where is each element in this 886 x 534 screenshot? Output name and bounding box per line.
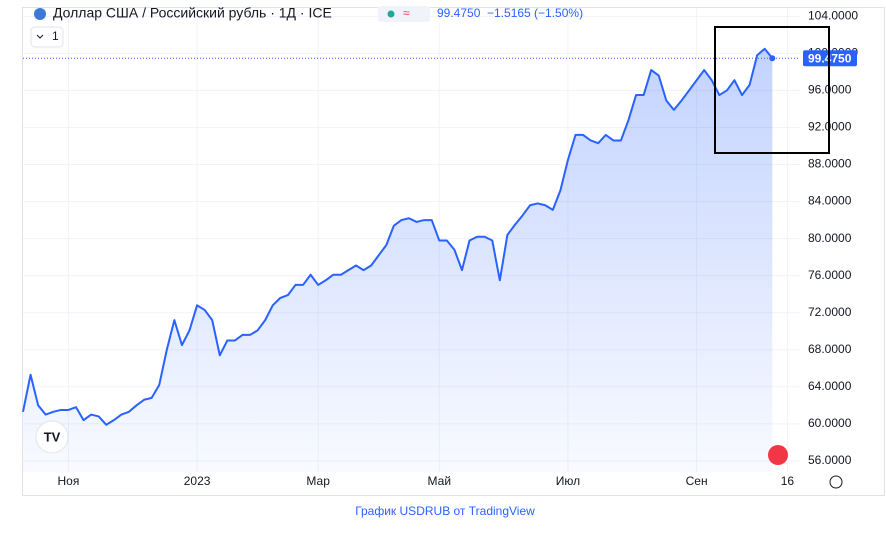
tv-logo-mark: TV bbox=[44, 429, 61, 444]
y-tick-label: 76.0000 bbox=[808, 268, 852, 282]
event-flag[interactable] bbox=[768, 445, 788, 465]
x-tick-label: Май bbox=[428, 474, 452, 488]
x-tick-label: Мар bbox=[306, 474, 330, 488]
y-tick-label: 80.0000 bbox=[808, 231, 852, 245]
interval-label: 1 bbox=[52, 29, 59, 43]
y-tick-label: 72.0000 bbox=[808, 305, 852, 319]
interval-button[interactable] bbox=[30, 26, 64, 48]
y-tick-label: 84.0000 bbox=[808, 194, 852, 208]
y-tick-label: 56.0000 bbox=[808, 453, 852, 467]
price-line bbox=[22, 47, 774, 426]
highlight-box bbox=[714, 26, 830, 154]
x-tick-label: Июл bbox=[556, 474, 580, 488]
x-tick-label: 16 bbox=[781, 474, 795, 488]
chart-frame bbox=[22, 7, 885, 496]
header-change: −1.5165 (−1.50%) bbox=[487, 6, 583, 20]
chart-title: Доллар США / Российский рубль · 1Д · ICE bbox=[53, 5, 332, 21]
area bbox=[23, 48, 773, 473]
x-tick-label: 2023 bbox=[184, 474, 211, 488]
tv-logo[interactable] bbox=[35, 420, 69, 454]
x-tick-label: Сен bbox=[686, 474, 708, 488]
y-tick-label: 64.0000 bbox=[808, 379, 852, 393]
x-tick-label: Ноя bbox=[57, 474, 79, 488]
y-tick-label: 88.0000 bbox=[808, 157, 852, 171]
plot: 99.4750 bbox=[22, 47, 857, 473]
header-price: 99.4750 bbox=[437, 6, 481, 20]
y-tick-label: 60.0000 bbox=[808, 416, 852, 430]
y-tick-label: 68.0000 bbox=[808, 342, 852, 356]
settings-icon[interactable] bbox=[829, 475, 843, 489]
delay-icon: ≈ bbox=[403, 6, 410, 20]
flag-icon bbox=[34, 8, 46, 20]
y-tick-label: 104.0000 bbox=[808, 9, 858, 23]
footer-link[interactable]: График USDRUB от TradingView bbox=[355, 504, 535, 518]
chevron-icon bbox=[36, 34, 44, 39]
last-point bbox=[769, 55, 776, 62]
status-dot bbox=[387, 10, 395, 18]
status-badge bbox=[378, 6, 430, 22]
